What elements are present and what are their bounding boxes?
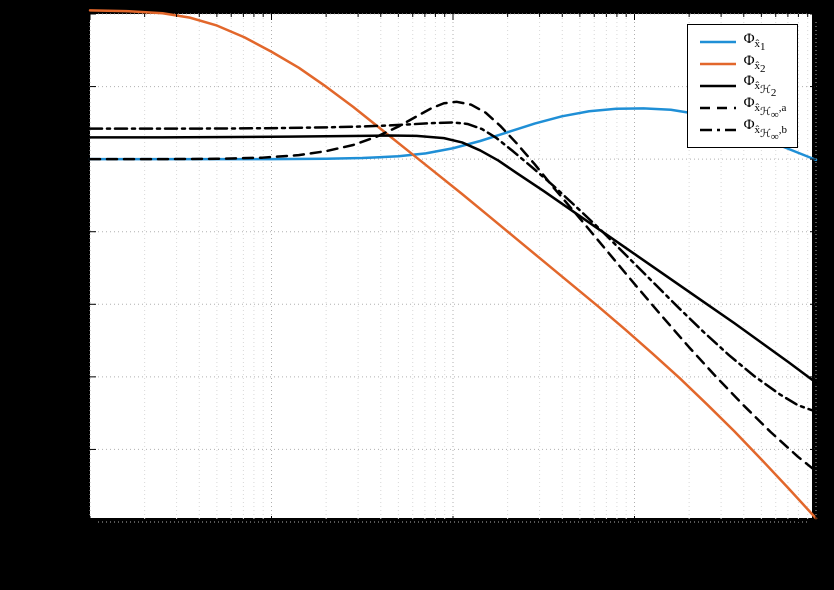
series-phi_H2 (90, 136, 816, 383)
legend-entry-phi_x1: Φx̂1 (698, 31, 787, 53)
x-axis-label: Frequency (Hz) (371, 550, 531, 571)
y-axis-label: Magnitude (dB) (18, 254, 42, 278)
axes-area: Φx̂1Φx̂2Φx̂ℋ2Φx̂ℋ∞,aΦx̂ℋ∞,b (88, 12, 814, 520)
legend-entry-phi_Hia: Φx̂ℋ∞,a (698, 97, 787, 119)
legend-swatch (698, 31, 738, 53)
legend-label: Φx̂2 (744, 53, 766, 75)
legend-label: Φx̂ℋ∞,b (744, 117, 787, 142)
y-tick-label: -20 (61, 222, 80, 237)
figure: Φx̂1Φx̂2Φx̂ℋ2Φx̂ℋ∞,aΦx̂ℋ∞,b Magnitude (d… (0, 0, 834, 590)
y-tick-label: -60 (61, 512, 80, 527)
legend-swatch (698, 53, 738, 75)
x-tick-label: 101 (613, 526, 653, 542)
legend-entry-phi_Hib: Φx̂ℋ∞,b (698, 119, 787, 141)
y-tick-label: 0 (73, 77, 80, 92)
y-tick-label: 10 (66, 4, 80, 19)
legend-entry-phi_H2: Φx̂ℋ2 (698, 75, 787, 97)
series-phi_Hib (90, 122, 816, 411)
y-tick-label: -30 (61, 294, 80, 309)
legend-label: Φx̂1 (744, 31, 766, 53)
x-axis-label-text: Frequency (Hz) (394, 550, 507, 571)
x-tick-label: 102 (794, 526, 834, 542)
legend: Φx̂1Φx̂2Φx̂ℋ2Φx̂ℋ∞,aΦx̂ℋ∞,b (687, 24, 798, 148)
legend-swatch (698, 119, 738, 141)
legend-swatch (698, 75, 738, 97)
y-tick-label: -40 (61, 367, 80, 382)
y-tick-label: -10 (61, 149, 80, 164)
x-tick-label: 10-2 (68, 526, 108, 542)
x-tick-label: 100 (431, 526, 471, 542)
y-tick-label: -50 (61, 440, 80, 455)
legend-swatch (698, 97, 738, 119)
legend-entry-phi_x2: Φx̂2 (698, 53, 787, 75)
y-axis-label-text: Magnitude (dB) (20, 208, 41, 323)
x-tick-label: 10-1 (250, 526, 290, 542)
